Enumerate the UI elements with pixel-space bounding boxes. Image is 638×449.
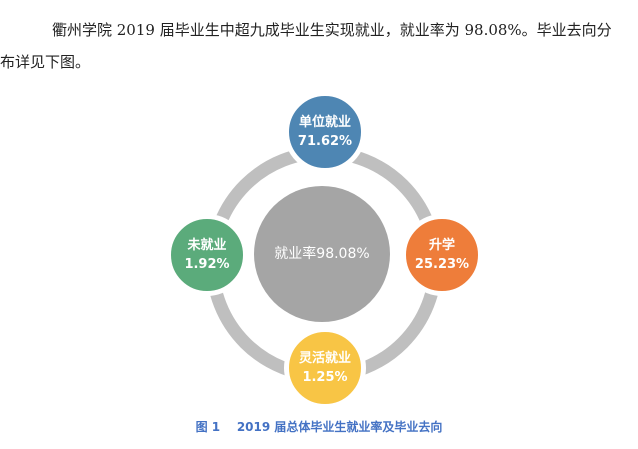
node-unit-employment: 单位就业 71.62% [284,91,366,173]
node-value: 1.92% [184,257,230,272]
node-value: 1.25% [302,370,348,385]
intro-paragraph: 衢州学院 2019 届毕业生中超九成毕业生实现就业，就业率为 98.08%。毕业… [0,21,612,71]
node-further-study: 升学 25.23% [401,214,483,296]
node-label: 单位就业 [298,115,351,130]
node-label: 未就业 [187,238,227,253]
figure-caption: 图 1 2019 届总体毕业生就业率及毕业去向 [0,418,638,435]
employment-rate-center: 就业率98.08% [254,186,390,322]
node-unemployed: 未就业 1.92% [166,214,248,296]
figure-number: 图 1 [195,420,221,434]
connector-ring [206,146,442,382]
node-value: 25.23% [414,257,470,272]
node-value: 71.62% [297,134,353,149]
node-label: 升学 [428,238,455,253]
center-label: 就业率98.08% [274,245,370,262]
node-flexible-employment: 灵活就业 1.25% [284,327,366,409]
node-label: 灵活就业 [298,351,351,366]
figure-caption-text: 2019 届总体毕业生就业率及毕业去向 [236,420,443,434]
